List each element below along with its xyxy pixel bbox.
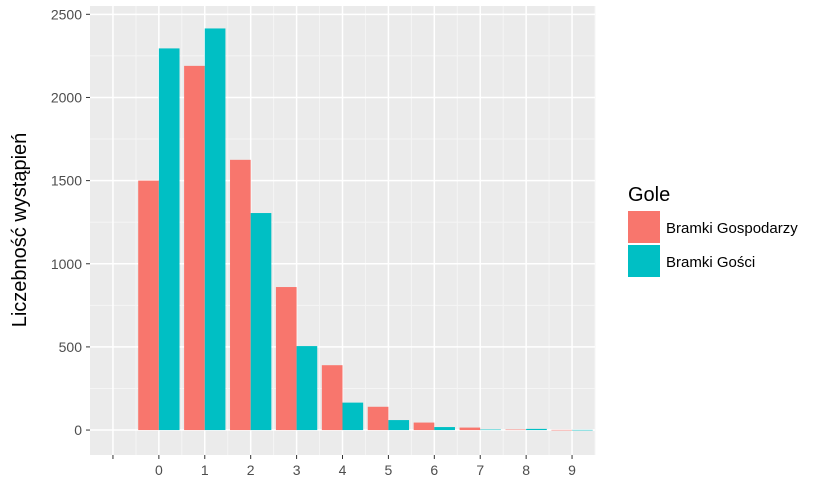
- y-tick-label: 500: [59, 339, 83, 355]
- y-tick-label: 2000: [51, 89, 82, 105]
- bar: [275, 287, 297, 431]
- legend: Gole Bramki Gospodarzy Bramki Gości: [628, 184, 798, 277]
- bar: [505, 429, 527, 431]
- bar: [230, 159, 251, 431]
- legend-title: Gole: [628, 184, 670, 206]
- bar: [551, 429, 573, 431]
- bar: [250, 213, 272, 431]
- x-tick-label: 5: [385, 462, 393, 478]
- legend-key: [628, 211, 660, 243]
- x-tick-label: 8: [522, 462, 530, 478]
- bar: [434, 427, 455, 431]
- x-tick-label: 1: [201, 462, 209, 478]
- bar: [342, 402, 364, 431]
- bar: [367, 406, 389, 431]
- bar: [138, 180, 159, 431]
- y-axis: 0 500 1000 1500 2000 2500: [51, 6, 90, 438]
- x-tick-label: 2: [247, 462, 255, 478]
- x-tick-label: 4: [339, 462, 347, 478]
- x-tick-label: 9: [568, 462, 576, 478]
- y-tick-label: 1500: [51, 173, 82, 189]
- bar: [184, 65, 205, 431]
- y-tick-label: 1000: [51, 256, 82, 272]
- bar: [459, 427, 481, 431]
- bars: [138, 28, 593, 431]
- bar: [388, 420, 410, 431]
- bar: [480, 429, 501, 431]
- y-tick-label: 2500: [51, 6, 82, 22]
- x-tick-label: 6: [430, 462, 438, 478]
- x-tick-label: 7: [476, 462, 484, 478]
- bar: [158, 48, 180, 431]
- legend-label: Bramki Gospodarzy: [666, 220, 798, 237]
- x-axis: 0 1 2 3 4 5 6 7 8 9: [112, 455, 576, 478]
- bar: [204, 28, 226, 431]
- legend-label: Bramki Gości: [666, 254, 755, 271]
- legend-key: [628, 245, 660, 277]
- bar: [321, 365, 343, 431]
- bar: [296, 346, 318, 431]
- x-tick-label: 3: [293, 462, 301, 478]
- y-tick-label: 0: [74, 422, 82, 438]
- bar: [572, 429, 593, 431]
- y-axis-title: Liczebność wystąpień: [9, 133, 31, 328]
- bar: [413, 422, 435, 431]
- bar: [526, 428, 547, 431]
- x-tick-label: 0: [155, 462, 163, 478]
- legend-items: Bramki Gospodarzy Bramki Gości: [628, 211, 798, 277]
